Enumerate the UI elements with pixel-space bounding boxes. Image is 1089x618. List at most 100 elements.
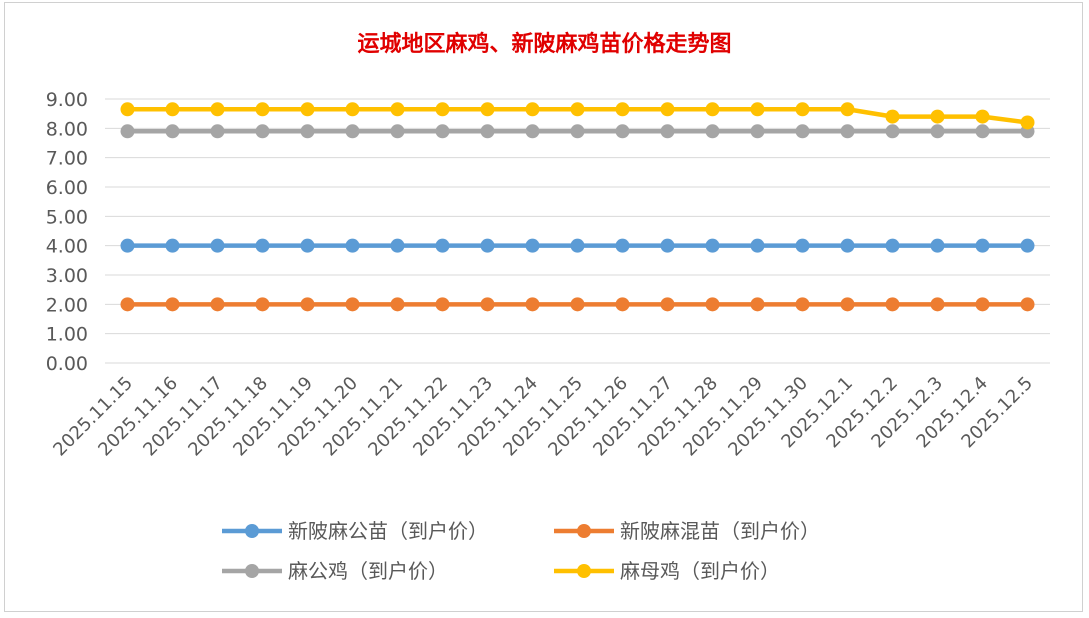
series-1 [120,238,1035,253]
y-tick-label: 0.00 [46,353,88,375]
data-point [390,238,405,253]
data-point [660,102,675,117]
legend-marker [245,524,259,538]
data-point [930,124,945,139]
data-point [975,124,990,139]
data-point [345,297,360,312]
y-tick-label: 2.00 [46,294,88,316]
y-tick-label: 9.00 [46,89,88,111]
x-axis-ticks: 2025.11.152025.11.162025.11.172025.11.18… [49,373,1037,461]
data-point [885,124,900,139]
chart-frame [4,2,1083,612]
data-point [300,124,315,139]
data-point [570,297,585,312]
data-point [480,297,495,312]
data-point [210,102,225,117]
data-point [480,238,495,253]
data-point [255,102,270,117]
data-point [750,102,765,117]
data-point [165,297,180,312]
data-point [165,124,180,139]
y-tick-label: 5.00 [46,206,88,228]
series-2 [120,297,1035,312]
y-axis-ticks: 0.00 1.00 2.00 3.00 4.00 5.00 6.00 7.00 8.00 9.00 [46,89,88,375]
data-point [705,297,720,312]
data-point [840,102,855,117]
data-point [525,124,540,139]
series-4 [120,102,1035,130]
data-point [885,238,900,253]
data-point [1020,115,1035,130]
data-point [615,102,630,117]
y-tick-label: 4.00 [46,236,88,258]
data-point [795,297,810,312]
legend-label: 新陂麻混苗（到户价） [620,519,820,543]
data-point [660,124,675,139]
data-point [615,124,630,139]
series-3 [120,124,1035,139]
legend: 新陂麻公苗（到户价） 新陂麻混苗（到户价） 麻公鸡（到户价） 麻母鸡（到户价） [222,519,820,583]
data-point [525,102,540,117]
data-point [705,238,720,253]
data-point [435,124,450,139]
legend-marker [577,564,591,578]
data-point [660,238,675,253]
data-point [345,124,360,139]
legend-entry: 新陂麻公苗（到户价） [222,519,488,543]
data-point [975,297,990,312]
data-point [750,297,765,312]
data-point [930,297,945,312]
data-point [750,238,765,253]
series-group [120,102,1035,312]
data-point [930,238,945,253]
y-tick-label: 7.00 [46,148,88,170]
data-point [660,297,675,312]
legend-label: 麻公鸡（到户价） [288,559,448,583]
data-point [210,297,225,312]
data-point [390,102,405,117]
data-point [345,238,360,253]
data-point [300,297,315,312]
data-point [390,297,405,312]
data-point [570,238,585,253]
data-point [570,102,585,117]
legend-label: 新陂麻公苗（到户价） [288,519,488,543]
gridlines [105,98,1050,364]
y-tick-label: 3.00 [46,265,88,287]
data-point [840,238,855,253]
y-tick-label: 6.00 [46,177,88,199]
data-point [525,297,540,312]
data-point [750,124,765,139]
data-point [705,102,720,117]
legend-label: 麻母鸡（到户价） [620,559,780,583]
data-point [435,297,450,312]
data-point [885,297,900,312]
data-point [210,238,225,253]
data-point [120,124,135,139]
data-point [1020,238,1035,253]
data-point [210,124,225,139]
data-point [120,102,135,117]
data-point [840,297,855,312]
y-tick-label: 1.00 [46,324,88,346]
data-point [615,238,630,253]
data-point [795,238,810,253]
data-point [345,102,360,117]
data-point [795,124,810,139]
data-point [435,238,450,253]
data-point [165,238,180,253]
legend-entry: 麻公鸡（到户价） [222,559,448,583]
data-point [255,297,270,312]
data-point [795,102,810,117]
data-point [975,109,990,124]
legend-entry: 新陂麻混苗（到户价） [554,519,820,543]
data-point [705,124,720,139]
data-point [885,109,900,124]
data-point [255,238,270,253]
data-point [435,102,450,117]
data-point [570,124,585,139]
data-point [120,297,135,312]
data-point [480,102,495,117]
data-point [300,102,315,117]
